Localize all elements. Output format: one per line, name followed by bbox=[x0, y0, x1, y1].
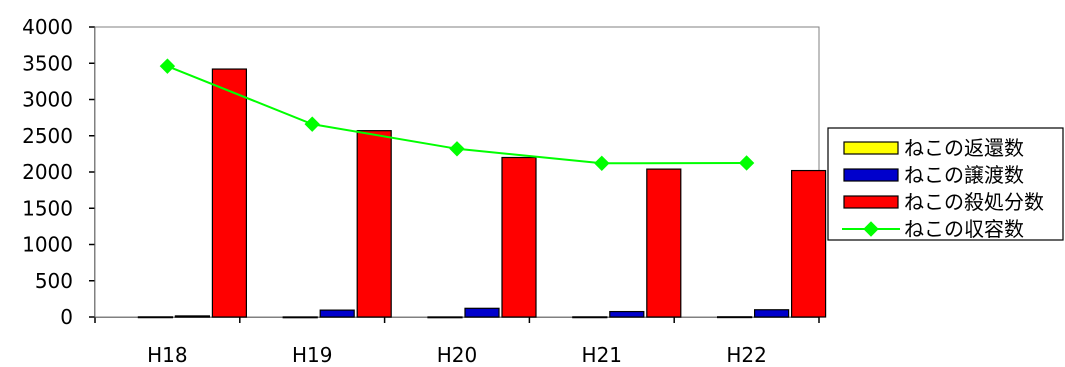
x-tick-label: H18 bbox=[147, 343, 188, 367]
bar bbox=[282, 316, 318, 319]
y-tick-label: 4000 bbox=[22, 15, 73, 39]
legend-swatch bbox=[843, 141, 899, 155]
x-tick-label: H22 bbox=[726, 343, 767, 367]
series-point bbox=[594, 155, 610, 172]
legend-label: ねこの殺処分数 bbox=[904, 190, 1044, 214]
legend-label: ねこの返還数 bbox=[904, 136, 1024, 160]
series-point bbox=[304, 116, 320, 132]
y-tick-label: 2000 bbox=[22, 160, 73, 184]
series-point bbox=[449, 141, 465, 157]
x-axis: H18 H19 H20 H21 H22 bbox=[94, 316, 820, 367]
bar bbox=[501, 156, 537, 318]
bar bbox=[211, 68, 247, 318]
bar bbox=[356, 130, 392, 318]
legend-swatch bbox=[843, 195, 899, 209]
x-tick-label: H21 bbox=[582, 343, 623, 367]
bar bbox=[137, 316, 173, 319]
x-tick-label: H19 bbox=[292, 343, 333, 367]
bar bbox=[646, 168, 682, 318]
bar bbox=[427, 316, 463, 319]
bar bbox=[174, 315, 210, 318]
series-point bbox=[159, 58, 176, 74]
bar bbox=[716, 316, 753, 319]
legend-swatch bbox=[843, 168, 899, 182]
plot-frame bbox=[94, 26, 820, 318]
bar bbox=[790, 169, 827, 318]
bar bbox=[319, 309, 355, 318]
y-axis: 0 500 1000 1500 2000 2500 3000 3500 4000 bbox=[22, 15, 96, 329]
y-tick-label: 1000 bbox=[22, 233, 73, 257]
y-tick-label: 1500 bbox=[22, 196, 73, 220]
series-point bbox=[738, 155, 755, 171]
y-tick-label: 2500 bbox=[22, 124, 73, 148]
y-tick-label: 3500 bbox=[22, 51, 73, 75]
bar bbox=[464, 307, 500, 318]
x-tick-label: H20 bbox=[437, 343, 478, 367]
y-tick-label: 500 bbox=[35, 269, 73, 293]
bar bbox=[572, 316, 608, 319]
y-tick-label: 3000 bbox=[22, 88, 73, 112]
y-tick-label: 0 bbox=[60, 305, 73, 329]
legend-label: ねこの収容数 bbox=[904, 217, 1024, 241]
legend-marker bbox=[863, 221, 879, 237]
plot-area bbox=[94, 26, 827, 319]
bar bbox=[609, 310, 645, 318]
legend-label: ねこの譲渡数 bbox=[904, 163, 1024, 187]
bar bbox=[753, 309, 790, 318]
